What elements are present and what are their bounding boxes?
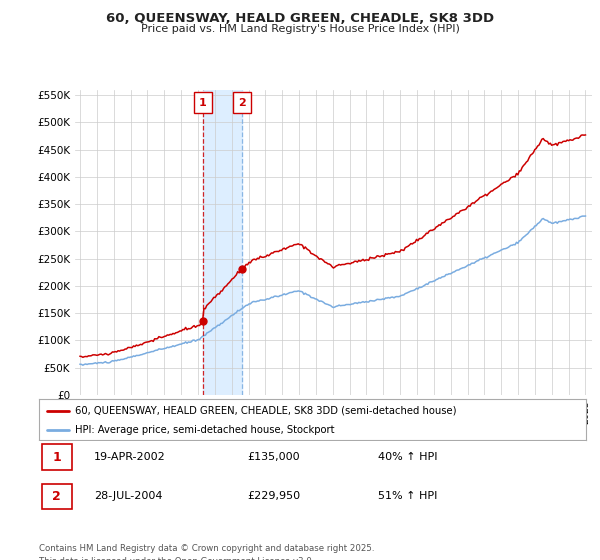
Text: 28-JUL-2004: 28-JUL-2004 — [94, 492, 162, 501]
Text: £229,950: £229,950 — [247, 492, 300, 501]
Text: 51% ↑ HPI: 51% ↑ HPI — [378, 492, 437, 501]
Bar — [203, 90, 242, 395]
Text: 1: 1 — [52, 451, 61, 464]
Text: 40% ↑ HPI: 40% ↑ HPI — [378, 452, 438, 462]
FancyBboxPatch shape — [42, 484, 72, 509]
Text: 2: 2 — [238, 97, 245, 108]
FancyBboxPatch shape — [194, 92, 212, 113]
Text: Contains HM Land Registry data © Crown copyright and database right 2025.
This d: Contains HM Land Registry data © Crown c… — [39, 544, 374, 560]
Text: £135,000: £135,000 — [247, 452, 299, 462]
Text: 60, QUEENSWAY, HEALD GREEN, CHEADLE, SK8 3DD (semi-detached house): 60, QUEENSWAY, HEALD GREEN, CHEADLE, SK8… — [74, 405, 456, 416]
Text: 1: 1 — [199, 97, 207, 108]
Text: 19-APR-2002: 19-APR-2002 — [94, 452, 166, 462]
Text: Price paid vs. HM Land Registry's House Price Index (HPI): Price paid vs. HM Land Registry's House … — [140, 24, 460, 34]
Text: 2: 2 — [52, 490, 61, 503]
Text: 60, QUEENSWAY, HEALD GREEN, CHEADLE, SK8 3DD: 60, QUEENSWAY, HEALD GREEN, CHEADLE, SK8… — [106, 12, 494, 25]
FancyBboxPatch shape — [233, 92, 251, 113]
FancyBboxPatch shape — [42, 445, 72, 470]
Text: HPI: Average price, semi-detached house, Stockport: HPI: Average price, semi-detached house,… — [74, 424, 334, 435]
